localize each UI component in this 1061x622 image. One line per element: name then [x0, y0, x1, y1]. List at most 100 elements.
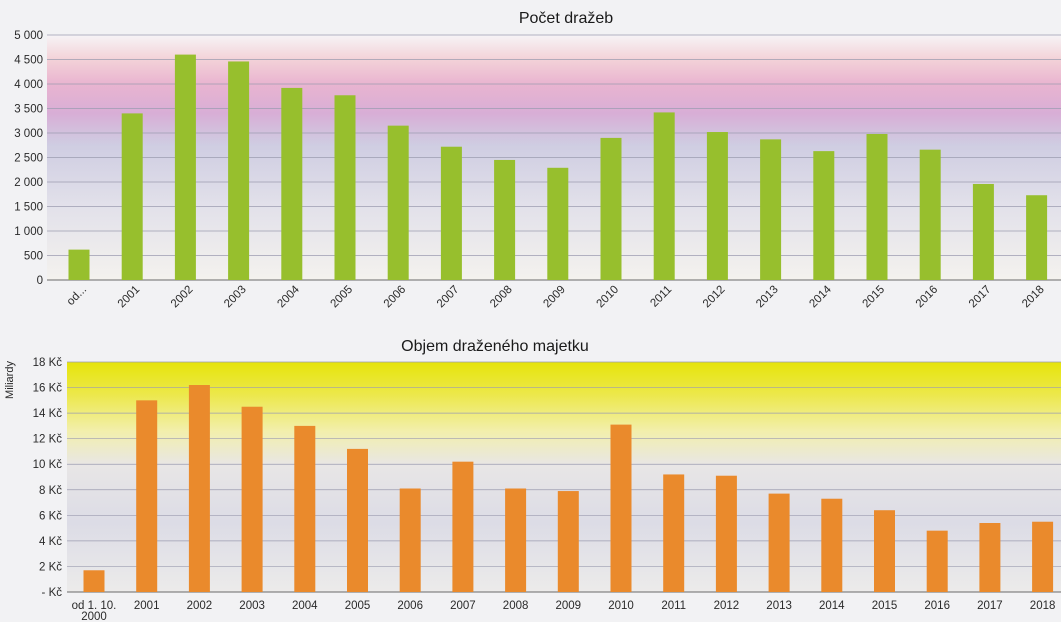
y-tick-label: - Kč: [42, 587, 63, 599]
bar-2010: [600, 137, 622, 280]
y-tick-label: 8 Kč: [39, 485, 62, 497]
x-tick-label: od...: [65, 284, 89, 308]
x-tick-label: 2013: [766, 600, 792, 612]
bar-2004: [294, 425, 316, 592]
bar-2008: [494, 159, 516, 280]
bar-2012: [715, 475, 737, 592]
chart-pocet-drazeb: Počet dražeb 0 500 1 000 1 500 2 000 2 500 3 0…: [14, 10, 1061, 310]
chart-objem-drazeneho-majetku: Objem draženého majetku Miliardy - Kč 2 K…: [4, 338, 1061, 622]
bar-2006: [387, 125, 409, 281]
y-tick-label: 14 Kč: [33, 408, 63, 420]
bar-2010: [610, 424, 632, 592]
bar-2011: [663, 474, 685, 592]
bar-2014: [821, 498, 843, 592]
x-tick-label: 2015: [861, 284, 888, 311]
bar-od: [68, 249, 90, 280]
bar-2015: [874, 510, 895, 592]
y-tick-label: 3 500: [14, 104, 43, 116]
x-tick-label: 2004: [275, 283, 302, 310]
x-tick-label: 2018: [1020, 284, 1047, 311]
x-tick-label: 2008: [488, 284, 515, 311]
bar-2016: [926, 530, 948, 592]
bar-2007: [452, 461, 474, 592]
x-tick-label: 2017: [967, 284, 994, 311]
y-tick-label: 4 500: [14, 55, 43, 67]
x-tick-label: 2004: [292, 600, 318, 612]
x-tick-label: 2007: [450, 600, 476, 612]
x-tick-label: 2013: [754, 284, 781, 311]
chart-title: Počet dražeb: [519, 10, 613, 27]
x-tick-label: 2011: [648, 284, 674, 310]
bar-2002: [188, 385, 210, 592]
bar-2004: [281, 87, 303, 280]
x-tick-label: 2017: [977, 600, 1003, 612]
y-tick-label: 16 Kč: [33, 383, 63, 395]
bar-2001: [121, 113, 143, 281]
x-tick-label: 2012: [701, 284, 728, 311]
bar-2008: [505, 488, 527, 592]
x-tick-label: 2001: [134, 600, 160, 612]
bar-2017: [972, 183, 994, 280]
x-tick-label: 2003: [239, 600, 265, 612]
x-tick-label: 2012: [714, 600, 740, 612]
x-tick-label: 2002: [169, 284, 196, 311]
bar-2003: [241, 406, 263, 592]
x-tick-label: od 1. 10. 2000: [72, 600, 117, 622]
y-tick-label: 0: [37, 275, 43, 287]
bar-2016: [919, 149, 941, 280]
bar-2005: [334, 95, 356, 281]
bar-2011: [653, 112, 675, 280]
bar-2012: [706, 132, 728, 280]
x-tick-label: 2014: [819, 600, 845, 612]
bar-2002: [174, 54, 196, 280]
bar-2013: [760, 139, 782, 280]
y-tick-label: 6 Kč: [39, 510, 62, 522]
bar-2009: [557, 491, 579, 592]
bar-2001: [136, 400, 158, 592]
y-axis-label: Miliardy: [4, 361, 16, 399]
bar-2003: [228, 61, 250, 281]
x-tick-label: 2009: [541, 284, 568, 311]
y-tick-label: 500: [24, 251, 43, 263]
x-tick-label: 2001: [116, 284, 143, 311]
y-tick-label: 2 500: [14, 153, 43, 165]
x-tick-label: 2015: [872, 600, 898, 612]
y-tick-label: 12 Kč: [33, 434, 63, 446]
x-tick-label: 2011: [661, 600, 686, 612]
chart-title: Objem draženého majetku: [401, 338, 589, 355]
bar-2006: [399, 488, 421, 592]
x-tick-label: 2005: [329, 284, 356, 311]
y-tick-label: 2 000: [14, 177, 43, 189]
x-tick-label: 2016: [924, 600, 950, 612]
x-tick-label: 2010: [595, 284, 622, 311]
x-tick-label: 2006: [382, 284, 409, 311]
y-tick-label: 4 Kč: [39, 536, 62, 548]
bar-2005: [347, 448, 368, 592]
y-tick-label: 18 Kč: [33, 357, 63, 369]
bar-2009: [547, 167, 569, 280]
x-tick-label: 2008: [503, 600, 529, 612]
bar-2018: [1032, 521, 1054, 592]
x-tick-label: 2018: [1030, 600, 1056, 612]
y-tick-label: 10 Kč: [33, 459, 63, 471]
bar-2014: [813, 151, 835, 280]
bar-2007: [440, 146, 462, 280]
x-tick-label: 2003: [222, 284, 249, 311]
bar-2015: [866, 133, 888, 280]
x-tick-label: 2005: [345, 600, 371, 612]
y-tick-label: 5 000: [14, 30, 43, 42]
x-tick-label: 2014: [807, 283, 834, 310]
bar-2017: [979, 523, 1001, 592]
y-tick-label: 4 000: [14, 79, 43, 91]
bar-od-1-10-2000: [83, 570, 105, 592]
x-tick-label: 2016: [914, 284, 941, 311]
x-tick-label: 2006: [397, 600, 423, 612]
y-tick-label: 2 Kč: [39, 561, 62, 573]
x-tick-label: 2010: [608, 600, 634, 612]
x-tick-label: 2002: [187, 600, 213, 612]
y-tick-label: 1 000: [14, 226, 43, 238]
bar-2018: [1026, 195, 1048, 280]
y-tick-label: 1 500: [14, 202, 43, 214]
